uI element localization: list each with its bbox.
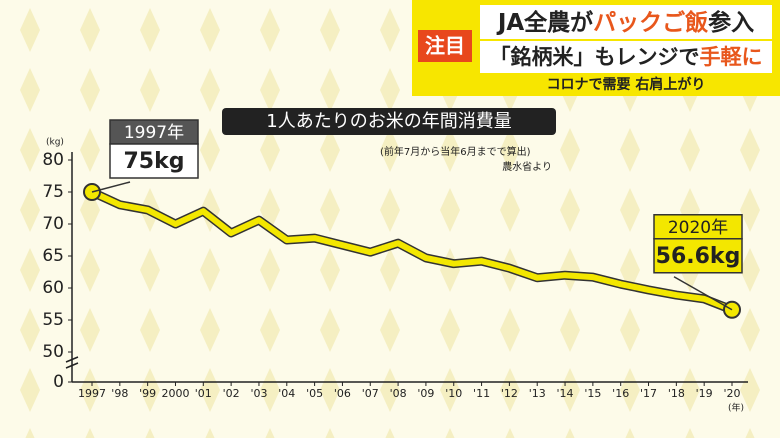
x-tick-label: '18 [668, 387, 685, 400]
callout-body [109, 143, 199, 179]
badge: 注目 [425, 34, 465, 58]
y-unit: (kg) [46, 138, 64, 148]
x-tick-label: '19 [696, 387, 713, 400]
value-label: 56.6kg [656, 244, 741, 269]
x-tick-label: '05 [306, 387, 323, 400]
callout-leader [673, 276, 733, 311]
x-tick-label: '02 [223, 387, 240, 400]
x-tick-label: '11 [473, 387, 490, 400]
headline-box [480, 5, 772, 39]
y-tick-label: 55 [42, 310, 64, 330]
subheadline: コロナで需要 右肩上がり [547, 76, 706, 93]
y-tick-label: 70 [42, 214, 64, 234]
headline: 「銘柄米」もレンジで手軽に [490, 45, 763, 69]
y-tick-label: 75 [42, 182, 64, 202]
callout-title: 2020年 [668, 218, 728, 238]
x-tick-label: '20 [723, 387, 740, 400]
x-tick-label: '99 [139, 387, 156, 400]
x-tick-label: '01 [195, 387, 212, 400]
x-tick-label: '04 [278, 387, 295, 400]
y-tick-label: 60 [42, 278, 64, 298]
note: (前年7月から当年6月までで算出) [380, 145, 531, 158]
x-tick-label: '09 [417, 387, 434, 400]
callout-head [109, 119, 199, 145]
y-tick-label: 0 [53, 372, 64, 392]
axis-break [65, 356, 79, 369]
chart-title: 1人あたりのお米の年間消費量 [266, 111, 511, 132]
x-tick-label: '17 [640, 387, 657, 400]
value-label: 75kg [124, 149, 185, 174]
x-tick-label: '12 [501, 387, 518, 400]
note: 農水省より [502, 160, 552, 173]
x-tick-label: 2000 [161, 387, 189, 400]
y-tick-label: 80 [42, 150, 64, 170]
x-unit: (年) [728, 402, 744, 414]
title-box [222, 108, 556, 135]
x-tick-label: '06 [334, 387, 351, 400]
x-tick-label: '03 [250, 387, 267, 400]
x-tick-label: '13 [529, 387, 546, 400]
x-tick-label: '08 [390, 387, 407, 400]
x-tick-label: '16 [612, 387, 629, 400]
x-tick-label: '98 [111, 387, 128, 400]
callout-leader [91, 181, 131, 193]
badge-box [418, 30, 472, 62]
x-tick-label: '07 [362, 387, 379, 400]
line [90, 189, 734, 313]
x-tick-label: 1997 [78, 387, 106, 400]
callout-head [653, 214, 743, 240]
headline: JA全農がパックご飯参入 [496, 9, 754, 36]
x-tick-label: '14 [557, 387, 574, 400]
y-tick-label: 65 [42, 246, 64, 266]
callout-title: 1997年 [124, 123, 184, 143]
y-tick-label: 50 [42, 342, 64, 362]
callout-body [653, 238, 743, 274]
x-tick-label: '15 [584, 387, 601, 400]
headline-box [480, 41, 772, 73]
x-tick-label: '10 [445, 387, 462, 400]
